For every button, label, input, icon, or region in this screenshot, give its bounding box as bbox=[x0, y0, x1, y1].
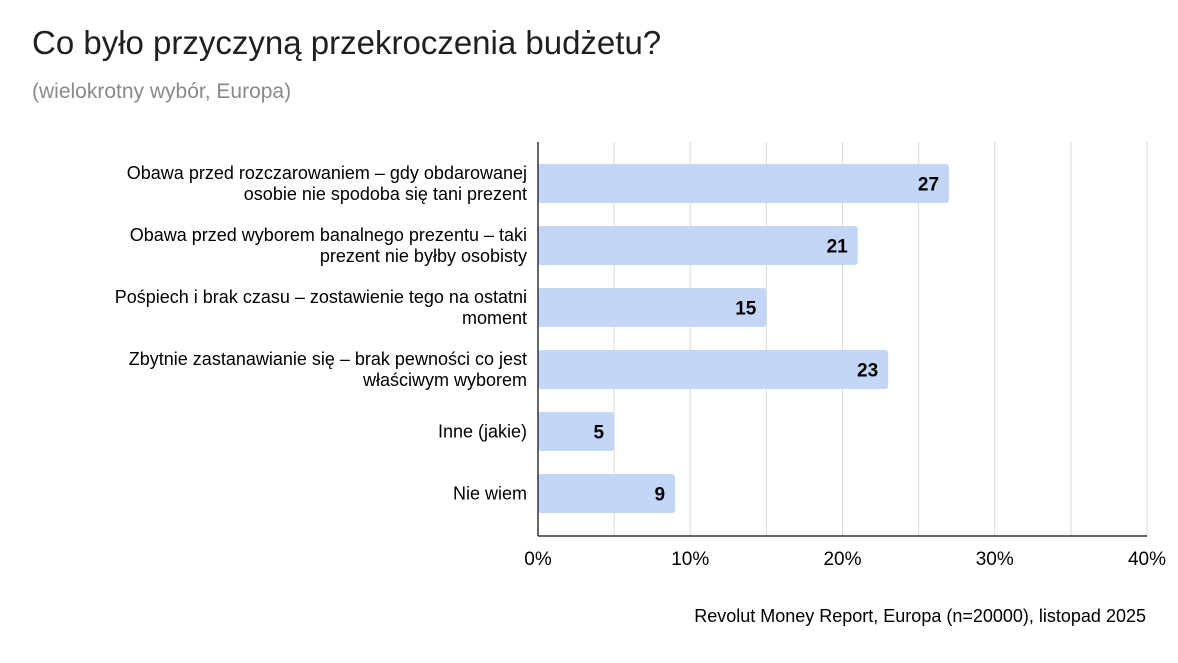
bars: 27 21 15 23 5 9 bbox=[538, 164, 950, 513]
category-label: Obawa przed rozczarowaniem – gdy obdarow… bbox=[127, 163, 527, 204]
bar bbox=[538, 288, 767, 327]
x-tick-label: 30% bbox=[976, 549, 1014, 570]
data-label: 23 bbox=[857, 361, 878, 382]
data-label: 15 bbox=[735, 299, 757, 320]
x-tick-label: 0% bbox=[524, 549, 552, 570]
category-label: Pośpiech i brak czasu – zostawienie tego… bbox=[115, 287, 527, 328]
data-label: 27 bbox=[918, 175, 939, 196]
category-label: Nie wiem bbox=[453, 484, 527, 504]
gridlines bbox=[613, 142, 1148, 536]
category-label: Obawa przed wyborem banalnego prezentu –… bbox=[130, 225, 527, 266]
chart-title: Co było przyczyną przekroczenia budżetu? bbox=[32, 24, 662, 61]
x-tick-label: 20% bbox=[823, 549, 861, 570]
chart-subtitle: (wielokrotny wybór, Europa) bbox=[32, 80, 292, 103]
category-labels: Obawa przed rozczarowaniem – gdy obdarow… bbox=[115, 163, 527, 504]
bar bbox=[538, 164, 950, 203]
x-tick-label: 10% bbox=[671, 549, 709, 570]
category-label: Zbytnie zastanawianie się – brak pewnośc… bbox=[129, 349, 527, 390]
chart-source: Revolut Money Report, Europa (n=20000), … bbox=[694, 606, 1146, 626]
data-label: 9 bbox=[654, 485, 665, 506]
x-tick-label: 40% bbox=[1128, 549, 1166, 570]
data-label: 5 bbox=[594, 423, 605, 444]
x-tick-labels: 0% 10% 20% 30% 40% bbox=[524, 549, 1166, 570]
axes bbox=[537, 142, 1147, 537]
bar bbox=[538, 474, 676, 513]
bar bbox=[538, 350, 889, 389]
bar bbox=[538, 226, 858, 265]
data-label: 21 bbox=[827, 237, 849, 258]
bar bbox=[538, 412, 615, 451]
category-label: Inne (jakie) bbox=[438, 422, 527, 442]
